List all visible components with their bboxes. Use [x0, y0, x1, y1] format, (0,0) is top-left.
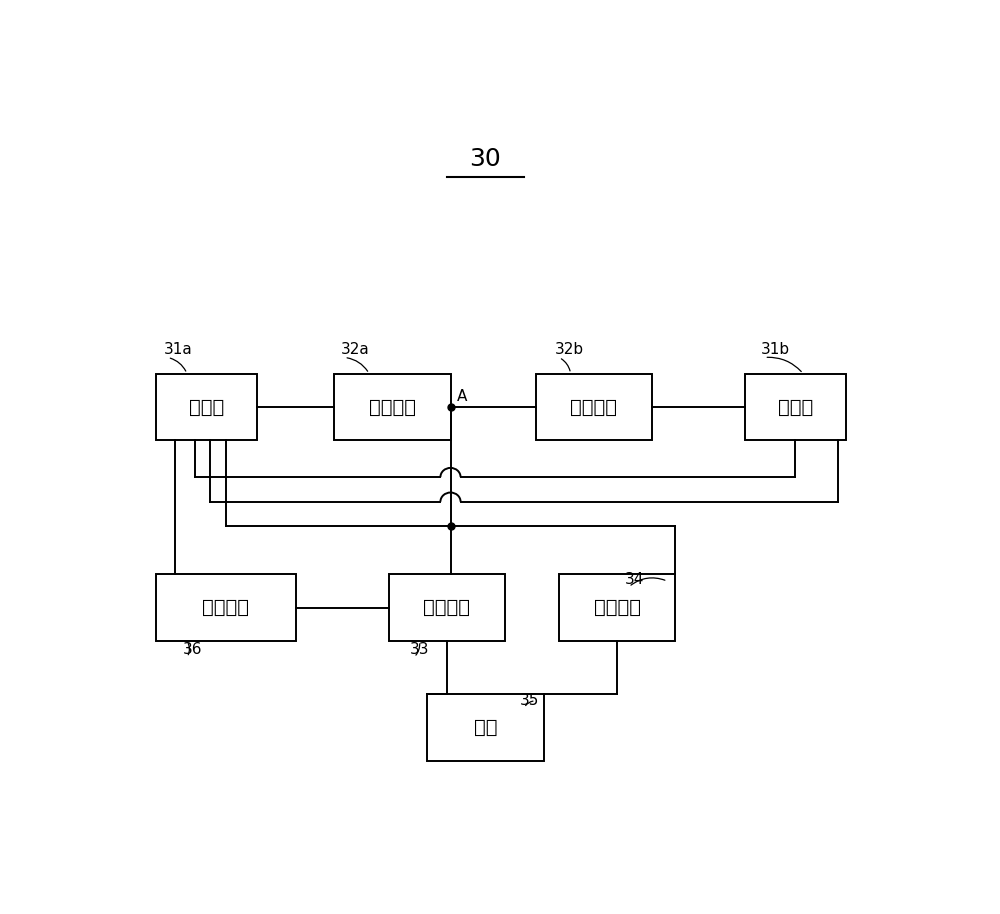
Bar	[536, 374, 652, 441]
Bar	[388, 574, 505, 641]
Bar	[427, 694, 544, 760]
Text: 第一开关: 第一开关	[369, 398, 416, 417]
Text: 33: 33	[410, 643, 430, 657]
Text: 34: 34	[625, 572, 644, 587]
Bar	[156, 374, 257, 441]
Text: 放电电路: 放电电路	[594, 598, 641, 617]
Text: 31a: 31a	[164, 343, 192, 357]
Text: 放电口: 放电口	[778, 398, 813, 417]
Text: 31b: 31b	[761, 343, 790, 357]
Text: 35: 35	[520, 693, 540, 707]
Bar	[156, 574, 296, 641]
Bar	[334, 374, 450, 441]
Text: 充电口: 充电口	[189, 398, 224, 417]
Text: 电芯: 电芯	[474, 717, 497, 737]
Text: 36: 36	[183, 643, 203, 657]
Text: 控制电路: 控制电路	[202, 598, 249, 617]
Text: A: A	[457, 388, 467, 403]
Text: 32b: 32b	[555, 343, 584, 357]
Text: 32a: 32a	[340, 343, 369, 357]
Bar	[559, 574, 675, 641]
Text: 充电电路: 充电电路	[423, 598, 470, 617]
Bar	[745, 374, 846, 441]
Text: 第二开关: 第二开关	[570, 398, 617, 417]
Text: 30: 30	[470, 147, 501, 171]
